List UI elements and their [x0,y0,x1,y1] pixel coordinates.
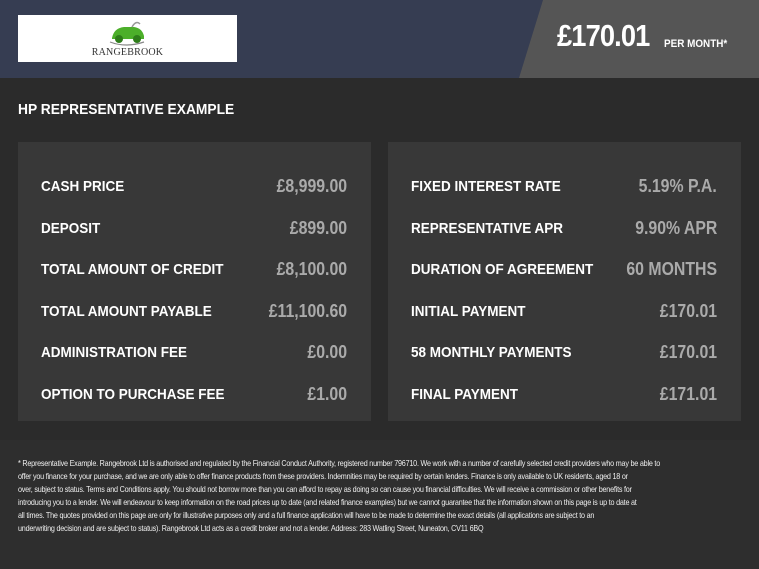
finance-label: CASH PRICE [41,178,125,196]
finance-row: FINAL PAYMENT £171.01 [411,374,717,416]
finance-row: FIXED INTEREST RATE 5.19% P.A. [411,166,717,208]
finance-value: £8,999.00 [276,176,347,197]
finance-row: CASH PRICE £8,999.00 [41,166,347,208]
finance-row: DEPOSIT £899.00 [41,208,347,250]
finance-value: 9.90% APR [634,217,717,238]
disclaimer-line: introducing you to a lender. We will end… [18,497,637,507]
finance-label: FINAL PAYMENT [411,385,519,403]
finance-value: £170.01 [659,342,717,363]
finance-label: INITIAL PAYMENT [411,302,526,320]
per-month-label: PER MONTH* [664,38,728,50]
disclaimer: * Representative Example. Rangebrook Ltd… [0,440,759,569]
price-panel [519,0,759,78]
finance-value: £171.01 [659,383,717,404]
finance-row: ADMINISTRATION FEE £0.00 [41,332,347,374]
page-title: HP REPRESENTATIVE EXAMPLE [18,101,235,118]
finance-value: 60 MONTHS [626,259,717,280]
finance-row: OPTION TO PURCHASE FEE £1.00 [41,374,347,416]
rangebrook-logo[interactable]: RANGEBROOK [18,15,237,62]
finance-label: TOTAL AMOUNT OF CREDIT [41,261,224,279]
finance-label: REPRESENTATIVE APR [411,219,564,237]
finance-label: DURATION OF AGREEMENT [411,261,594,279]
finance-value: £11,100.60 [268,300,347,321]
finance-value: £0.00 [307,342,347,363]
header: RANGEBROOK £170.01 PER MONTH* [0,0,759,78]
finance-label: TOTAL AMOUNT PAYABLE [41,302,212,320]
finance-row: TOTAL AMOUNT PAYABLE £11,100.60 [41,291,347,333]
finance-label: OPTION TO PURCHASE FEE [41,385,225,403]
finance-panel-left: CASH PRICE £8,999.00 DEPOSIT £899.00 TOTAL A… [18,142,371,421]
finance-row: REPRESENTATIVE APR 9.90% APR [411,208,717,250]
disclaimer-line: * Representative Example. Rangebrook Ltd… [18,458,661,468]
finance-value: £1.00 [307,383,347,404]
finance-panel-right: FIXED INTEREST RATE 5.19% P.A. REPRESENTAT… [388,142,741,421]
car-logo-icon [109,21,144,46]
finance-row: TOTAL AMOUNT OF CREDIT £8,100.00 [41,249,347,291]
disclaimer-line: offer you finance for your purchase, and… [18,471,628,481]
finance-value: £8,100.00 [276,259,347,280]
finance-row: 58 MONTHLY PAYMENTS £170.01 [411,332,717,374]
finance-value: £899.00 [289,217,347,238]
logo-text: RANGEBROOK [91,46,164,58]
finance-value: 5.19% P.A. [638,176,717,197]
finance-value: £170.01 [659,300,717,321]
disclaimer-line: all times. The quotes provided on this p… [18,510,595,520]
finance-label: DEPOSIT [41,219,101,237]
finance-label: 58 MONTHLY PAYMENTS [411,344,572,362]
finance-label: FIXED INTEREST RATE [411,178,561,196]
finance-row: DURATION OF AGREEMENT 60 MONTHS [411,249,717,291]
disclaimer-line: underwriting decision and are subject to… [18,523,484,533]
disclaimer-line: over, subject to status. Terms and Condi… [18,484,632,494]
finance-label: ADMINISTRATION FEE [41,344,187,362]
monthly-price: £170.01 [557,18,650,53]
finance-row: INITIAL PAYMENT £170.01 [411,291,717,333]
